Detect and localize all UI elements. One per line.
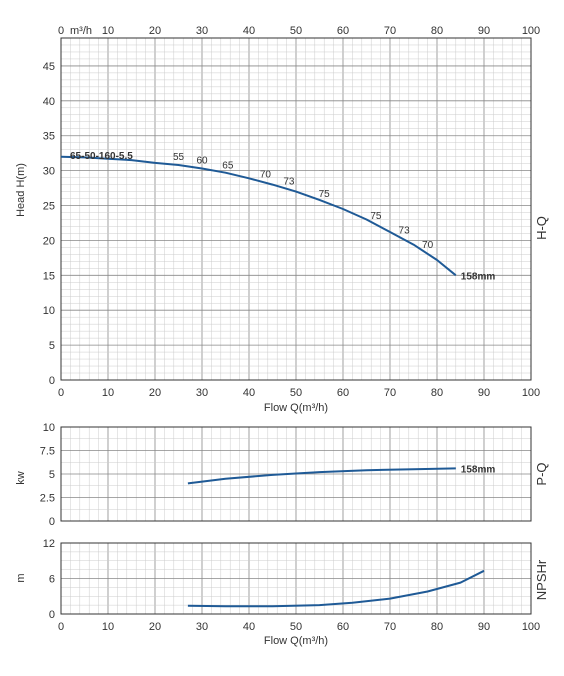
hq-y-tick: 20 (43, 235, 55, 247)
efficiency-label: 65 (222, 161, 234, 172)
hq-x-tick: 30 (196, 387, 208, 399)
hq-grid (60, 37, 532, 381)
hq-x-tick: 40 (243, 387, 255, 399)
hq-top-x-tick: 20 (149, 25, 161, 37)
npsh-x-tick: 50 (290, 621, 302, 633)
npsh-grid (60, 542, 532, 615)
hq-x-tick: 0 (58, 387, 64, 399)
npsh-y-tick: 6 (49, 574, 55, 586)
hq-top-axis-unit: m³/h (70, 25, 92, 37)
hq-top-x-tick: 40 (243, 25, 255, 37)
hq-top-x-tick: 70 (384, 25, 396, 37)
hq-series-label: 158mm (461, 271, 496, 282)
hq-x-tick: 90 (478, 387, 490, 399)
npsh-x-tick: 30 (196, 621, 208, 633)
pq-series-label: 158mm (461, 464, 496, 475)
npsh-x-tick: 80 (431, 621, 443, 633)
npsh-x-tick: 100 (522, 621, 540, 633)
hq-y-tick: 10 (43, 305, 55, 317)
hq-model-label: 65-50-160-5.5 (70, 151, 133, 162)
pq-y-tick: 2.5 (40, 493, 55, 505)
hq-x-tick: 50 (290, 387, 302, 399)
hq-top-x-tick: 30 (196, 25, 208, 37)
hq-top-x-tick: 60 (337, 25, 349, 37)
npsh-x-tick: 70 (384, 621, 396, 633)
npsh-x-tick: 20 (149, 621, 161, 633)
hq-x-tick: 20 (149, 387, 161, 399)
pq-curve (187, 467, 456, 485)
efficiency-label: 70 (260, 170, 272, 181)
npsh-x-tick: 0 (58, 621, 64, 633)
hq-top-x-tick: 0 (58, 25, 64, 37)
hq-x-tick: 60 (337, 387, 349, 399)
npsh-y-tick: 0 (49, 609, 55, 621)
pq-y-tick: 7.5 (40, 446, 55, 458)
hq-curve (60, 155, 457, 277)
hq-top-x-tick: 50 (290, 25, 302, 37)
pq-side-label: P-Q (534, 462, 549, 485)
npsh-x-tick: 60 (337, 621, 349, 633)
npsh-x-tick: 90 (478, 621, 490, 633)
efficiency-label: 70 (422, 240, 434, 251)
pq-frame (60, 426, 532, 522)
hq-top-x-tick: 100 (522, 25, 540, 37)
hq-frame (60, 37, 532, 381)
hq-y-tick: 45 (43, 61, 55, 73)
hq-y-tick: 40 (43, 96, 55, 108)
efficiency-label: 75 (370, 211, 382, 222)
hq-y-tick: 30 (43, 166, 55, 178)
pq-y-tick: 0 (49, 516, 55, 528)
npsh-x-tick: 10 (102, 621, 114, 633)
npsh-y-tick: 12 (43, 538, 55, 550)
pq-y-tick: 5 (49, 469, 55, 481)
hq-top-x-tick: 80 (431, 25, 443, 37)
npsh-curve (187, 569, 485, 608)
hq-y-tick: 35 (43, 131, 55, 143)
hq-x-tick: 100 (522, 387, 540, 399)
efficiency-label: 73 (399, 225, 411, 236)
hq-y-axis-label: Head H(m) (15, 163, 27, 217)
npsh-frame (60, 542, 532, 615)
hq-y-tick: 25 (43, 201, 55, 213)
hq-top-x-tick: 90 (478, 25, 490, 37)
hq-top-x-tick: 10 (102, 25, 114, 37)
npsh-x-tick: 40 (243, 621, 255, 633)
pq-y-tick: 10 (43, 422, 55, 434)
hq-x-tick: 70 (384, 387, 396, 399)
hq-y-tick: 5 (49, 340, 55, 352)
efficiency-label: 55 (173, 152, 185, 163)
efficiency-label: 60 (196, 156, 208, 167)
npsh-side-label: NPSHr (534, 559, 549, 600)
efficiency-label: 75 (319, 189, 331, 200)
hq-x-tick: 10 (102, 387, 114, 399)
hq-y-tick: 0 (49, 375, 55, 387)
efficiency-label: 73 (283, 177, 295, 188)
pq-y-axis-label: kw (15, 471, 27, 485)
npsh-y-axis-label: m (15, 573, 27, 582)
npsh-x-axis-label: Flow Q(m³/h) (264, 635, 328, 647)
hq-y-tick: 15 (43, 270, 55, 282)
hq-side-label: H-Q (534, 216, 549, 240)
hq-x-axis-label: Flow Q(m³/h) (264, 402, 328, 414)
hq-x-tick: 80 (431, 387, 443, 399)
